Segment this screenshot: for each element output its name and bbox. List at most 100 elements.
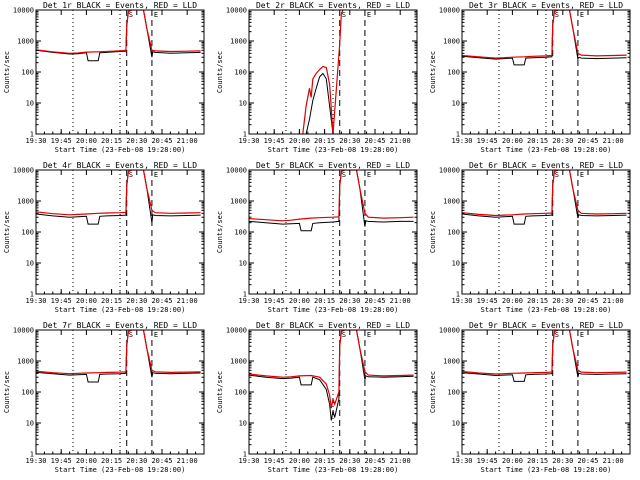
series-events [36,10,201,62]
marker-label: S [342,171,346,179]
marker-label: E [154,331,158,339]
x-tick-label: 20:15 [527,297,548,305]
marker-label: S [129,171,133,179]
series-lld [462,330,627,375]
series-events [36,170,201,225]
x-tick-label: 20:15 [527,457,548,465]
y-tick-label: 1000 [230,358,247,366]
y-tick-label: 1 [243,451,247,459]
y-tick-label: 1000 [230,38,247,46]
y-tick-label: 1 [456,451,460,459]
y-axis-label: Counts/sec [216,51,224,93]
x-tick-label: 20:00 [76,297,97,305]
y-tick-label: 10 [239,260,247,268]
x-axis-label: Start Time (23-Feb-08 19:28:00) [268,306,399,314]
x-tick-label: 21:00 [603,137,624,145]
y-axis-label: Counts/sec [3,51,11,93]
y-axis-label: Counts/sec [429,51,437,93]
series-events [305,72,334,134]
panel-title: Det 7r BLACK = Events, RED = LLD [43,321,197,330]
x-tick-label: 20:15 [314,457,335,465]
x-tick-label: 20:45 [577,457,598,465]
x-tick-label: 20:00 [76,137,97,145]
x-tick-label: 20:45 [577,297,598,305]
series-events [462,10,627,66]
x-axis-label: Start Time (23-Feb-08 19:28:00) [268,466,399,474]
y-tick-label: 10000 [439,7,460,15]
x-tick-label: 21:00 [177,137,198,145]
x-axis-label: Start Time (23-Feb-08 19:28:00) [481,466,612,474]
y-axis-label: Counts/sec [3,371,11,413]
x-tick-label: 21:00 [390,137,411,145]
y-tick-label: 100 [447,389,460,397]
marker-label: S [129,11,133,19]
series-events [249,330,414,421]
y-tick-label: 100 [447,229,460,237]
y-axis-label: Counts/sec [216,371,224,413]
x-tick-label: 20:15 [314,137,335,145]
x-tick-label: 19:30 [25,297,46,305]
x-tick-label: 19:45 [264,457,285,465]
x-tick-label: 19:30 [451,457,472,465]
y-tick-label: 1 [243,291,247,299]
y-tick-label: 10000 [439,167,460,175]
x-tick-label: 21:00 [603,457,624,465]
marker-label: S [555,331,559,339]
series-lld [462,10,627,59]
y-tick-label: 100 [21,69,34,77]
x-tick-label: 20:00 [76,457,97,465]
y-tick-label: 10 [26,260,34,268]
plot-frame [35,329,205,455]
x-tick-label: 19:45 [264,297,285,305]
x-tick-label: 19:45 [51,297,72,305]
x-tick-label: 20:15 [101,457,122,465]
x-tick-label: 19:30 [451,137,472,145]
y-tick-label: 1000 [230,198,247,206]
y-tick-label: 10 [239,420,247,428]
x-tick-label: 20:00 [289,297,310,305]
y-tick-label: 10000 [439,327,460,335]
x-tick-label: 20:30 [126,137,147,145]
x-axis-label: Start Time (23-Feb-08 19:28:00) [268,146,399,154]
x-tick-label: 19:30 [25,137,46,145]
x-axis-label: Start Time (23-Feb-08 19:28:00) [481,306,612,314]
x-tick-label: 19:30 [451,297,472,305]
x-tick-label: 20:00 [502,137,523,145]
x-tick-label: 20:15 [314,297,335,305]
marker-label: E [154,171,158,179]
plot-frame [35,9,205,135]
x-tick-label: 20:15 [527,137,548,145]
plot-frame [461,169,631,295]
plot-frame [461,329,631,455]
y-tick-label: 1000 [17,358,34,366]
x-tick-label: 20:00 [289,457,310,465]
y-tick-label: 10000 [226,7,247,15]
x-tick-label: 19:30 [238,297,259,305]
x-tick-label: 19:45 [477,297,498,305]
x-tick-label: 19:45 [477,457,498,465]
x-tick-label: 19:45 [264,137,285,145]
marker-label: E [580,171,584,179]
marker-label: S [555,11,559,19]
series-events [249,170,414,232]
x-tick-label: 21:00 [603,297,624,305]
panel-title: Det 6r BLACK = Events, RED = LLD [469,161,623,170]
plot-frame [248,9,418,135]
x-tick-label: 19:30 [25,457,46,465]
panel-title: Det 8r BLACK = Events, RED = LLD [256,321,410,330]
plot-frame [35,169,205,295]
x-tick-label: 19:45 [51,457,72,465]
x-tick-label: 20:30 [126,457,147,465]
x-tick-label: 19:45 [51,137,72,145]
x-tick-label: 21:00 [390,297,411,305]
marker-label: S [342,11,346,19]
x-tick-label: 20:30 [552,137,573,145]
panel-title: Det 5r BLACK = Events, RED = LLD [256,161,410,170]
y-tick-label: 10 [239,100,247,108]
